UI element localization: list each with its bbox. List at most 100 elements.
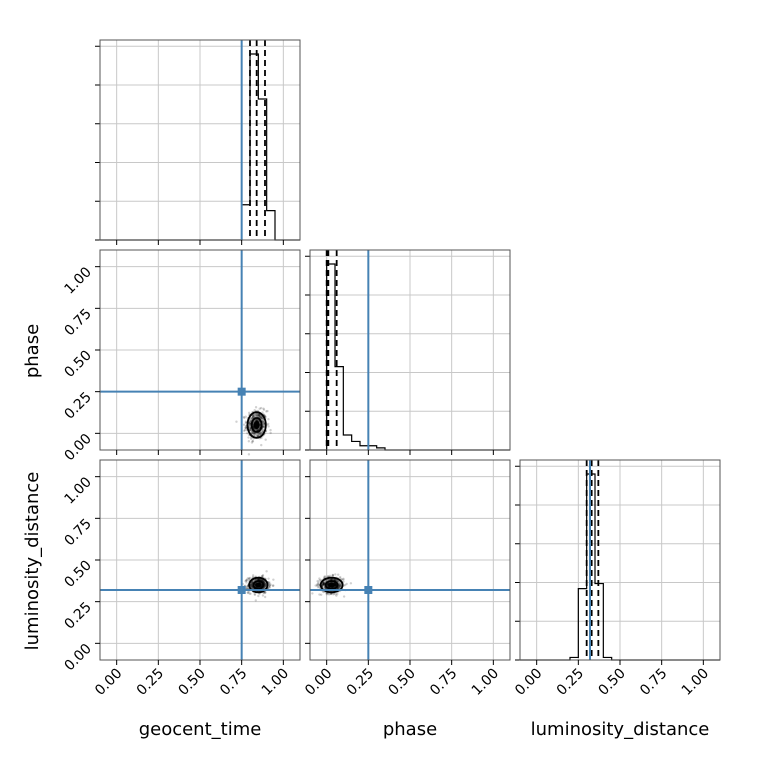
scatter-point [336,579,339,583]
scatter-point [262,422,265,425]
scatter-point [251,574,255,577]
x-tick-label: 0.75 [637,666,670,699]
scatter-point [263,591,266,595]
scatter-point [314,584,317,587]
scatter-point [252,415,255,418]
scatter-point [251,440,255,443]
scatter-point [322,583,326,586]
scatter-point [342,578,345,581]
scatter-point [245,578,249,581]
scatter-point [257,413,260,417]
scatter-point [267,422,270,426]
scatter-point [318,577,321,580]
scatter-point [256,433,259,436]
scatter-point [258,413,261,417]
x-tick-label: 0.25 [134,666,167,699]
scatter-point [247,577,251,581]
scatter-point [324,575,327,578]
x-tick-label: 0.25 [554,666,587,699]
scatter-point [327,593,331,596]
scatter-point [248,422,251,425]
scatter-point [247,436,250,439]
scatter-point [246,591,250,594]
scatter-point [328,574,332,577]
scatter-point [245,585,248,589]
scatter-point [250,584,253,587]
scatter-point [334,584,337,587]
scatter-point [250,585,253,588]
scatter-point [253,413,257,416]
scatter-point [256,428,259,432]
scatter-point [246,432,249,435]
scatter-point [338,585,341,588]
x-tick-label: 0.25 [344,666,377,699]
scatter-point [250,417,254,420]
scatter-point [250,441,254,444]
scatter-point [258,413,261,417]
scatter-point [257,432,260,435]
ylabel-luminosity-distance: luminosity_distance [22,472,43,651]
scatter-point [264,591,267,594]
scatter-point [332,578,335,581]
scatter-point [321,582,325,585]
scatter-point [269,428,272,432]
scatter-point [338,575,342,579]
scatter-point [256,413,259,416]
y-tick-label: 0.25 [61,599,94,632]
scatter-point [247,453,251,456]
scatter-point [263,582,267,585]
scatter-point [261,411,264,414]
hist-panel-luminosity-distance: 0.00 0.25 0.50 0.75 1.00 [512,459,721,699]
scatter-point [249,583,253,586]
scatter-point [322,582,325,585]
scatter-point [262,580,265,583]
scatter-point [235,420,238,423]
scatter-point [264,584,267,587]
scatter-point [262,407,265,410]
scatter-point [322,583,325,586]
xlabel-luminosity-distance: luminosity_distance [531,719,710,740]
scatter-point [251,440,254,443]
scatter-point [257,413,260,416]
scatter-point [261,594,265,597]
scatter-point [266,409,269,413]
contour-core [328,582,336,588]
scatter-point [251,432,254,435]
scatter-point [272,584,275,587]
scatter-point [253,414,256,417]
scatter-point [262,423,265,426]
scatter-point [257,433,261,436]
scatter-point [321,583,325,587]
axis-labels: geocent_time phase luminosity_distance p… [22,324,709,740]
scatter-point [250,582,253,585]
x-tick-label: 1.00 [259,666,292,699]
x-tick-label: 0.00 [92,666,125,699]
scatter-point [260,443,263,447]
scatter-point [259,416,263,419]
scatter-point [262,421,265,424]
scatter-point [259,432,262,435]
scatter-point [248,428,252,431]
scatter-point [331,574,334,577]
scatter-point [315,584,319,587]
scatter-point [262,587,266,590]
scatter-point [249,437,253,440]
scatter-point [326,575,330,578]
scatter-point [322,590,325,594]
contour-outer [246,411,267,439]
scatter-point [316,583,320,586]
scatter-point [244,427,248,430]
scatter-point [265,570,268,573]
ylabel-phase: phase [22,324,43,378]
scatter-point [251,414,255,418]
scatter-point [339,584,342,587]
scatter-point [316,579,319,583]
scatter-point [252,432,255,435]
scatter-point [267,417,270,421]
scatter-point [253,593,257,597]
scatter-point [248,576,252,580]
scatter-point [255,418,259,421]
scatter-point [257,419,260,422]
scatter-point [259,406,263,410]
